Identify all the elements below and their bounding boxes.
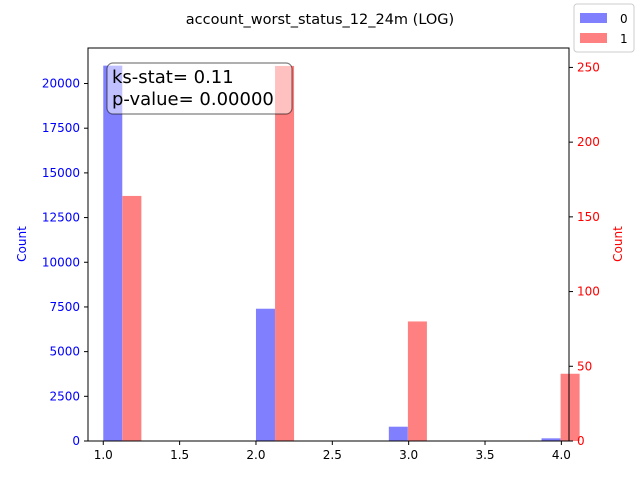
legend-label-series-1: 1 [620,32,628,46]
y-axis-right-label: Count [611,226,625,262]
bar-series-1-2 [407,321,427,441]
stats-box [106,62,293,115]
y-left-tick-label-0: 0 [72,434,80,448]
bar-series-1-3 [560,373,580,441]
y-left-tick-label-5: 12500 [42,211,80,225]
y-right-tick-label-4: 200 [577,135,600,149]
y-right-tick-label-5: 250 [577,60,600,74]
series-0-bars [103,65,561,441]
legend: 0 1 [573,3,635,53]
bar-series-0-3 [541,438,561,441]
bar-series-0-2 [388,426,408,441]
axes: 1.0 1.5 2.0 2.5 3.0 3.5 4.00250050007500100001… [42,47,600,462]
y-right-tick-label-3: 150 [577,210,600,224]
y-left-tick-label-3: 7500 [49,300,80,314]
y-axis-left-label: Count [15,226,29,262]
y-left-tick-label-7: 17500 [42,121,80,135]
y-left-tick-label-8: 20000 [42,77,80,91]
x-tick-label-1: 1.5 [170,448,189,462]
y-right-tick-label-2: 100 [577,285,600,299]
bar-series-1-0 [122,195,142,441]
y-left-tick-label-2: 5000 [49,345,80,359]
x-tick-label-5: 3.5 [475,448,494,462]
x-tick-label-3: 2.5 [323,448,342,462]
legend-swatch-series-1 [580,33,607,43]
stats-annotation: ks-stat= 0.11 p-value= 0.00000 [106,62,293,115]
series-1-bars [122,65,580,442]
x-tick-label-2: 2.0 [246,448,265,462]
bar-series-1-1 [275,65,295,442]
x-tick-label-6: 4.0 [552,448,571,462]
ks-stat-text: ks-stat= 0.11 [112,67,234,88]
p-value-text: p-value= 0.00000 [112,89,274,110]
bar-series-0-1 [255,308,275,441]
y-right-tick-label-1: 50 [577,359,592,373]
bar-series-0-0 [103,65,123,441]
legend-label-series-0: 0 [620,12,628,26]
y-right-tick-label-0: 0 [577,434,585,448]
plot-frame [87,47,570,442]
x-tick-label-0: 1.0 [94,448,113,462]
chart-title: account_worst_status_12_24m (LOG) [186,12,454,28]
y-left-tick-label-6: 15000 [42,166,80,180]
x-tick-label-4: 3.0 [399,448,418,462]
y-left-tick-label-4: 10000 [42,255,80,269]
legend-swatch-series-0 [580,13,607,23]
y-left-tick-label-1: 2500 [49,389,80,403]
